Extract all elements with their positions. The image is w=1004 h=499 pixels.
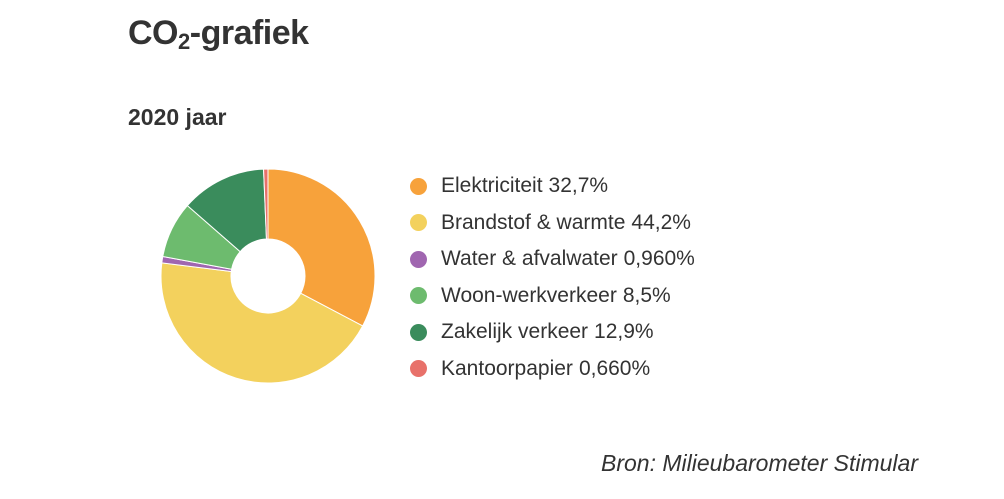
- legend-value: 12,9%: [594, 320, 654, 344]
- legend-value: 0,960%: [623, 247, 695, 271]
- donut-slice-elektriciteit[interactable]: [267, 168, 376, 327]
- legend-swatch: [410, 177, 427, 195]
- chart-subtitle: 2020 jaar: [128, 104, 227, 130]
- legend-item[interactable]: Elektriciteit 32,7%: [410, 168, 695, 205]
- legend-swatch: [410, 323, 427, 341]
- donut-slice-brandstof-warmte[interactable]: [160, 262, 364, 384]
- chart-legend: Elektriciteit 32,7% Brandstof & warmte 44,2…: [410, 168, 695, 387]
- legend-label: Water & afvalwater: [441, 247, 618, 271]
- legend-item[interactable]: Zakelijk verkeer 12,9%: [410, 314, 695, 351]
- legend-item[interactable]: Brandstof & warmte 44,2%: [410, 205, 695, 242]
- legend-swatch: [410, 287, 427, 305]
- legend-value: 0,660%: [578, 356, 651, 380]
- donut-chart: [160, 168, 376, 384]
- legend-label: Kantoorpapier: [441, 356, 573, 380]
- legend-swatch: [410, 250, 427, 268]
- legend-value: 44,2%: [631, 210, 691, 234]
- donut-slice-kantoorpapier[interactable]: [263, 168, 269, 240]
- legend-swatch: [410, 214, 427, 232]
- legend-swatch: [410, 360, 427, 378]
- chart-title-suffix: -grafiek: [189, 14, 309, 52]
- legend-label: Brandstof & warmte: [441, 210, 626, 234]
- legend-label: Elektriciteit: [441, 174, 543, 198]
- legend-item[interactable]: Woon-werkverkeer 8,5%: [410, 278, 695, 315]
- legend-item[interactable]: Water & afvalwater 0,960%: [410, 241, 695, 278]
- source-note: Bron: Milieubarometer Stimular: [600, 450, 918, 476]
- chart-title-main: CO: [128, 14, 179, 52]
- legend-value: 32,7%: [548, 174, 609, 198]
- legend-label: Woon-werkverkeer: [441, 283, 617, 307]
- legend-item[interactable]: Kantoorpapier 0,660%: [410, 351, 695, 388]
- donut-slice-zakelijk-verkeer[interactable]: [186, 168, 267, 253]
- chart-title-subscript: 2: [178, 29, 190, 54]
- chart-title: CO2-grafiek: [128, 14, 309, 54]
- legend-value: 8,5%: [622, 283, 671, 307]
- legend-label: Zakelijk verkeer: [441, 320, 589, 344]
